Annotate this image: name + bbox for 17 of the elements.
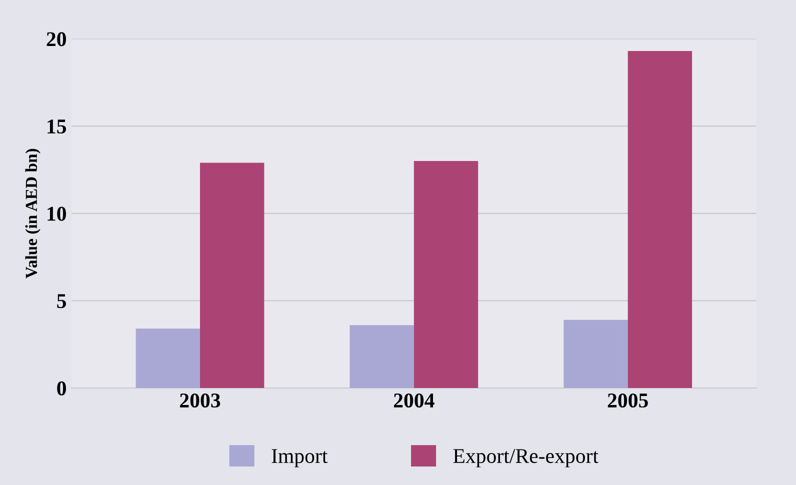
bar xyxy=(136,328,200,388)
bar xyxy=(200,162,264,388)
y-tick-label: 5 xyxy=(57,294,66,308)
x-tick-label: 2005 xyxy=(608,393,648,408)
y-tick-label: 10 xyxy=(48,206,66,221)
bar xyxy=(564,320,628,388)
y-tick-label: 15 xyxy=(48,120,66,134)
y-tick-label: 0 xyxy=(57,381,66,396)
legend-label: Export/Re-export xyxy=(453,449,598,468)
bar xyxy=(628,51,692,388)
legend-label: Import xyxy=(272,449,328,468)
x-tick-label: 2004 xyxy=(394,393,434,408)
y-tick-label: 20 xyxy=(46,32,66,46)
bar xyxy=(350,325,414,388)
x-tick-label: 2003 xyxy=(180,393,220,408)
y-axis-title: Value (in AED bn) xyxy=(25,148,40,278)
bar xyxy=(414,161,478,388)
